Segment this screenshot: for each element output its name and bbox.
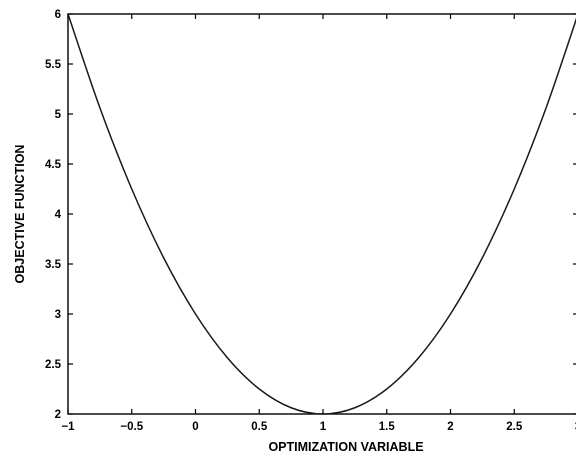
x-tick-label: −0.5 xyxy=(120,421,143,433)
plot-frame xyxy=(67,13,576,415)
x-tick-label: 2 xyxy=(447,421,453,433)
y-tick-label: 2.5 xyxy=(45,359,62,371)
series-line xyxy=(67,13,576,415)
x-axis-label: OPTIMIZATION VARIABLE xyxy=(268,440,423,454)
x-tick-label: 1 xyxy=(320,421,327,433)
x-tick-label: 1.5 xyxy=(379,421,396,433)
y-tick-label: 4 xyxy=(55,209,62,221)
y-tick-label: 5 xyxy=(55,109,62,121)
y-tick-label: 5.5 xyxy=(45,59,62,71)
x-tick-label: 3 xyxy=(575,421,576,433)
y-tick-label: 4.5 xyxy=(45,159,62,171)
y-tick-label: 3 xyxy=(55,309,61,321)
y-tick-label: 3.5 xyxy=(45,259,62,271)
y-tick-label: 2 xyxy=(55,409,61,421)
y-tick-label: 6 xyxy=(55,9,61,21)
x-tick-label: 2.5 xyxy=(506,421,523,433)
y-axis-label: OBJECTIVE FUNCTION xyxy=(13,145,27,284)
x-tick-label: −1 xyxy=(61,421,75,433)
x-tick-label: 0.5 xyxy=(251,421,268,433)
x-tick-label: 0 xyxy=(192,421,198,433)
